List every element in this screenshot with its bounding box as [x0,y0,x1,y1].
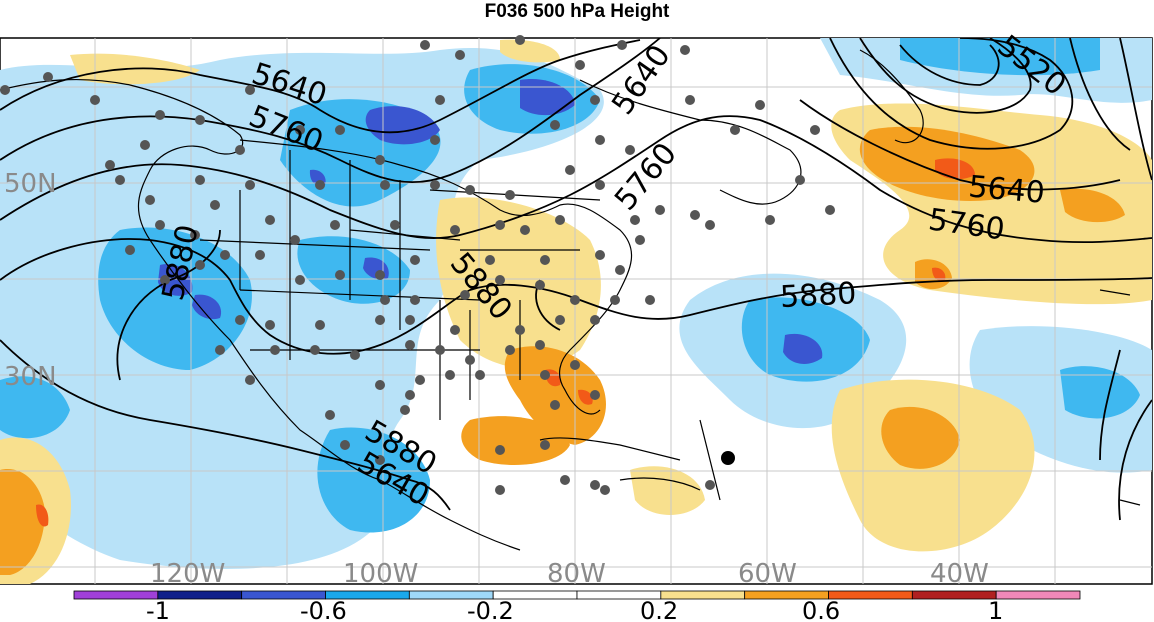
lon-label-80w: 80W [547,559,606,589]
graticule [0,38,1152,584]
colorbar-label: -0.2 [467,597,514,622]
lon-label-40w: 40W [930,559,989,589]
station-markers [0,35,835,495]
colorbar-label: 0.2 [640,597,678,622]
colorbar-swatch [828,590,913,600]
contour-label: 5880 [779,276,857,315]
height-contours [0,38,1152,521]
colorbar-swatch [995,590,1081,600]
colorbar-swatch [157,590,243,600]
lat-label-50n: 50N [4,169,57,199]
contour-label: 5640 [967,169,1046,211]
colorbar-label: 0.6 [802,597,840,622]
map-title: F036 500 hPa Height [484,1,670,22]
colorbar [73,590,1081,600]
lon-label-100w: 100W [343,559,418,589]
colorbar-label: -0.6 [300,597,347,622]
colorbar-label: -1 [146,597,170,622]
lon-label-120w: 120W [150,559,225,589]
lat-label-30n: 30N [4,362,57,392]
colorbar-swatch [911,590,997,600]
lon-label-60w: 60W [738,559,797,589]
anomaly-shading [0,38,1152,584]
coastlines [0,49,1141,551]
colorbar-label: 1 [988,597,1003,622]
highlight-marker [721,451,735,465]
